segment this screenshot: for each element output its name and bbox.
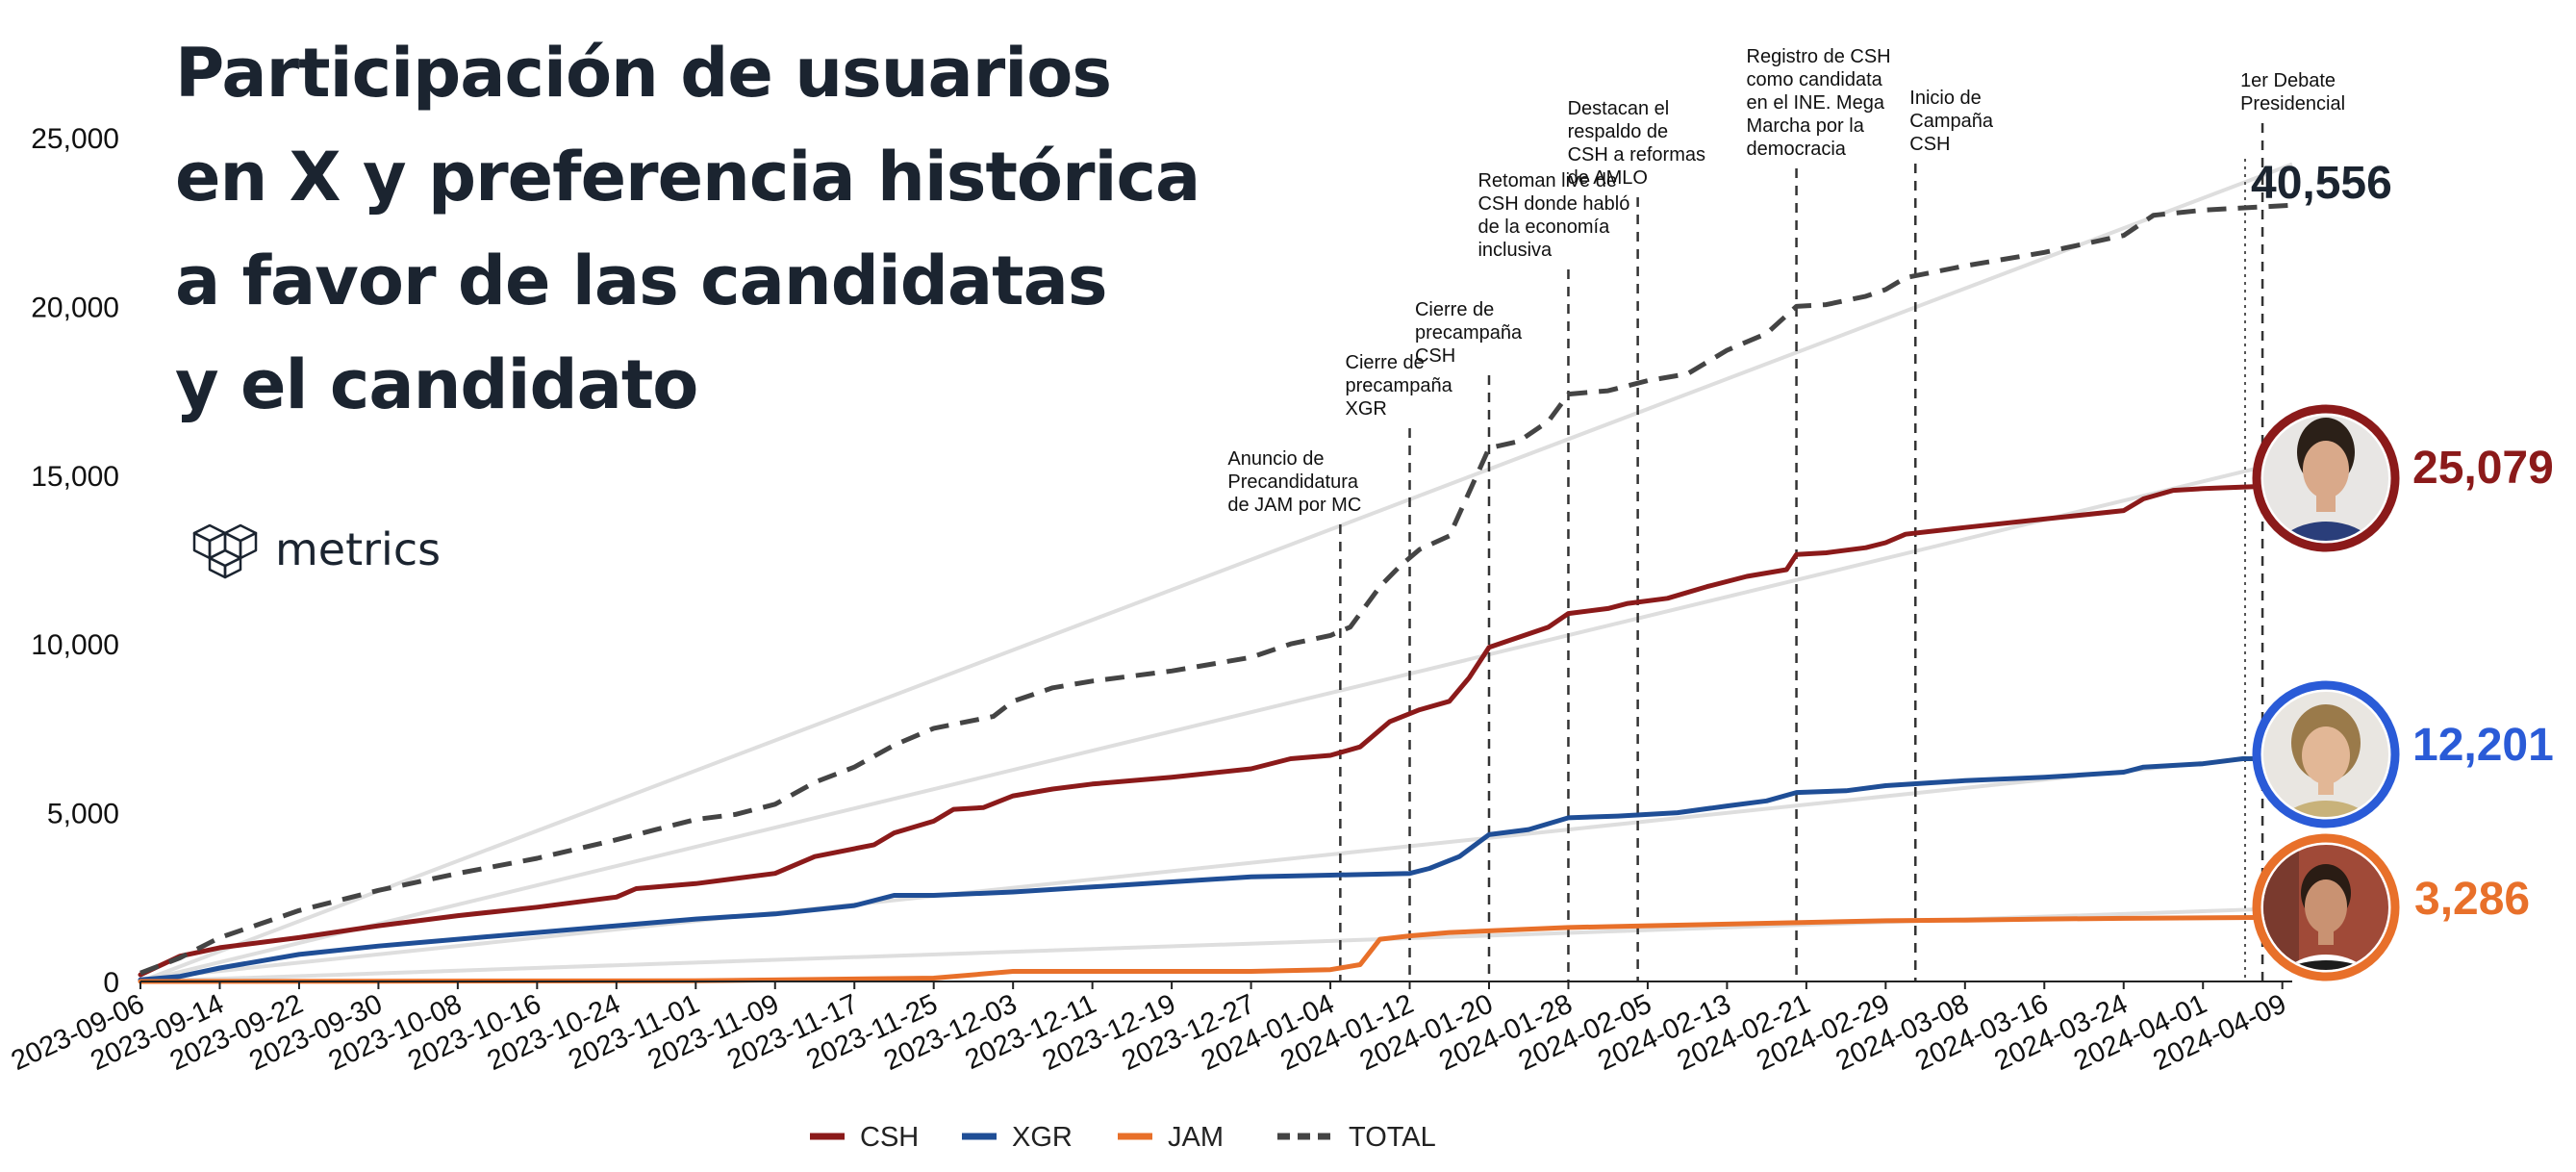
event-label-line: CSH a reformas bbox=[1568, 144, 1705, 166]
event-label-line: 1er Debate bbox=[2240, 70, 2336, 91]
event-label-line: Registro de CSH bbox=[1747, 46, 1891, 67]
candidate-avatars bbox=[2252, 404, 2400, 981]
event-label-line: de la economía bbox=[1477, 217, 1610, 238]
event-label-line: respaldo de bbox=[1568, 121, 1669, 142]
event-label-line: precampaña bbox=[1415, 322, 1523, 344]
event-label-line: como candidata bbox=[1747, 69, 1883, 90]
event-label-line: Campaña bbox=[1909, 111, 1994, 132]
legend-label: TOTAL bbox=[1349, 1122, 1436, 1153]
avatar-xgr bbox=[2252, 680, 2400, 828]
legend-label: CSH bbox=[860, 1122, 919, 1153]
title-line: Participación de usuarios bbox=[175, 34, 1112, 113]
event-label-line: Cierre de bbox=[1346, 352, 1425, 373]
event-label: Retoman live de CSH donde habló de la econ… bbox=[1477, 170, 1629, 261]
event-marker: Cierre de precampaña XGR bbox=[1346, 352, 1453, 981]
title-line: en X y preferencia histórica bbox=[175, 138, 1200, 217]
event-label-line: Retoman live de bbox=[1477, 170, 1617, 191]
event-label-line: Cierre de bbox=[1415, 299, 1494, 320]
series-line-csh bbox=[138, 482, 2295, 978]
event-label-line: de AMLO bbox=[1568, 167, 1648, 189]
event-label-line: Precandidatura bbox=[1227, 471, 1359, 493]
y-tick-label: 10,000 bbox=[31, 629, 119, 661]
event-marker: Destacan el respaldo de CSH a reformas de A… bbox=[1568, 98, 1705, 981]
final-label-csh: 25,079 bbox=[2412, 443, 2554, 494]
event-label-line: CSH bbox=[1909, 134, 1950, 155]
y-tick-label: 15,000 bbox=[31, 461, 119, 493]
avatar-csh bbox=[2252, 404, 2400, 552]
final-labels: 25,079 12,201 3,286 40,556 bbox=[2251, 158, 2554, 925]
event-label: 1er Debate Presidencial bbox=[2240, 70, 2345, 115]
event-label-line: inclusiva bbox=[1477, 240, 1553, 261]
y-tick-label: 5,000 bbox=[47, 799, 119, 830]
event-label-line: Marcha por la bbox=[1747, 115, 1865, 137]
legend-item: XGR bbox=[962, 1122, 1073, 1153]
y-tick-label: 0 bbox=[103, 967, 119, 999]
y-tick-label: 25,000 bbox=[31, 123, 119, 155]
cube-logo-icon bbox=[192, 523, 258, 579]
title-line: a favor de las candidatas bbox=[175, 242, 1108, 320]
event-label-line: Inicio de bbox=[1909, 88, 1982, 109]
title-line: y el candidato bbox=[175, 345, 698, 424]
event-label-line: de JAM por MC bbox=[1227, 495, 1361, 516]
legend-item: TOTAL bbox=[1277, 1122, 1436, 1153]
event-label-line: precampaña bbox=[1346, 375, 1453, 396]
series-line-xgr bbox=[138, 756, 2295, 982]
final-label-total: 40,556 bbox=[2251, 158, 2392, 209]
event-label: Cierre de precampaña CSH bbox=[1415, 299, 1523, 367]
event-label: Destacan el respaldo de CSH a reformas de A… bbox=[1568, 98, 1705, 189]
event-label-line: CSH bbox=[1415, 345, 1455, 367]
legend-item: CSH bbox=[810, 1122, 919, 1153]
trend-lines bbox=[139, 162, 2293, 983]
event-label: Inicio de Campaña CSH bbox=[1909, 88, 1994, 155]
legend-label: XGR bbox=[1012, 1122, 1073, 1153]
avatar-jam bbox=[2252, 833, 2400, 981]
event-label-line: Anuncio de bbox=[1227, 448, 1324, 470]
event-label: Registro de CSH como candidata en el INE. … bbox=[1747, 46, 1891, 160]
logo-text: metrics bbox=[275, 523, 442, 575]
trend-line-xgr bbox=[139, 752, 2293, 981]
event-marker: Cierre de precampaña CSH bbox=[1415, 299, 1523, 981]
legend-label: JAM bbox=[1168, 1122, 1224, 1153]
event-marker: Registro de CSH como candidata en el INE. … bbox=[1747, 46, 1891, 981]
event-marker: Retoman live de CSH donde habló de la econ… bbox=[1477, 170, 1629, 981]
trend-line-total bbox=[139, 162, 2293, 983]
legend: CSH XGR JAM TOTAL bbox=[810, 1122, 1436, 1153]
final-label-jam: 3,286 bbox=[2414, 874, 2530, 925]
event-label-line: CSH donde habló bbox=[1477, 193, 1629, 215]
final-label-xgr: 12,201 bbox=[2412, 720, 2554, 771]
chart-title: Participación de usuarios en X y prefere… bbox=[175, 21, 1281, 437]
event-label-line: Destacan el bbox=[1568, 98, 1670, 119]
y-tick-label: 20,000 bbox=[31, 292, 119, 323]
event-label: Anuncio de Precandidatura de JAM por MC bbox=[1227, 448, 1361, 516]
series-line-jam bbox=[138, 914, 2295, 984]
trend-line-csh bbox=[139, 457, 2293, 983]
series-line-total bbox=[139, 202, 2293, 976]
event-label-line: en el INE. Mega bbox=[1747, 92, 1885, 114]
metrics-logo: metrics bbox=[190, 520, 441, 579]
event-marker: Inicio de Campaña CSH bbox=[1909, 88, 1994, 981]
event-label: Cierre de precampaña XGR bbox=[1346, 352, 1453, 420]
event-markers: Anuncio de Precandidatura de JAM por MC Cie… bbox=[1227, 46, 2345, 981]
series-lines bbox=[138, 202, 2295, 984]
event-label-line: XGR bbox=[1346, 398, 1387, 420]
legend-item: JAM bbox=[1118, 1122, 1224, 1153]
event-label-line: Presidencial bbox=[2240, 93, 2345, 115]
event-marker: 1er Debate Presidencial bbox=[2240, 70, 2345, 981]
event-label-line: democracia bbox=[1747, 139, 1847, 160]
